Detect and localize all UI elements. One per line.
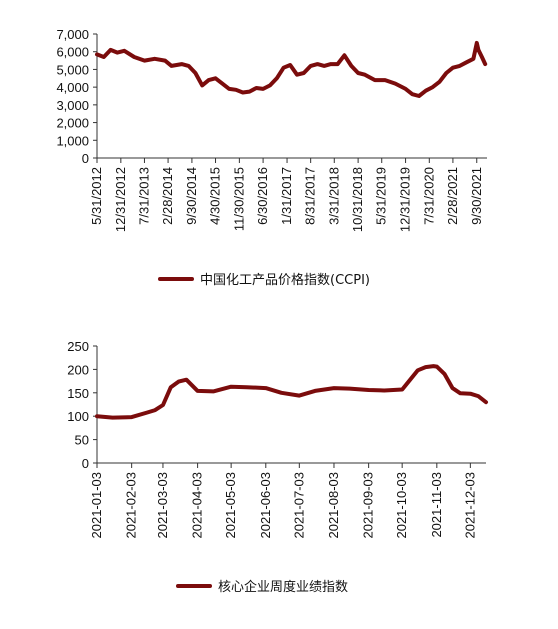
x-tick-label: 2021-11-03 [429, 472, 444, 538]
y-tick-label: 6,000 [56, 45, 89, 60]
y-tick-label: 50 [75, 433, 89, 448]
x-tick-label: 6/30/2016 [255, 167, 270, 225]
x-tick-label: 3/31/2018 [326, 167, 341, 225]
x-tick-label: 2021-05-03 [223, 472, 238, 539]
y-tick-label: 200 [67, 362, 89, 377]
x-tick-label: 7/31/2020 [421, 167, 436, 225]
x-tick-label: 2021-02-03 [124, 472, 139, 539]
y-tick-label: 0 [82, 456, 89, 471]
x-tick-label: 2021-12-03 [462, 472, 477, 539]
y-tick-label: 1,000 [56, 133, 89, 148]
y-tick-label: 100 [67, 409, 89, 424]
x-tick-label: 11/30/2015 [231, 167, 246, 231]
y-tick-label: 4,000 [56, 80, 89, 95]
legend-label: 核心企业周度业绩指数 [218, 579, 348, 595]
x-tick-label: 7/31/2013 [136, 167, 151, 225]
x-tick-label: 4/30/2015 [208, 167, 223, 225]
x-tick-label: 12/31/2012 [113, 167, 128, 232]
y-tick-label: 0 [82, 151, 89, 166]
legend-label: 中国化工产品价格指数(CCPI) [200, 272, 370, 288]
y-tick-label: 2,000 [56, 116, 89, 131]
x-tick-label: 2021-10-03 [394, 472, 409, 539]
x-tick-label: 9/30/2021 [469, 167, 484, 225]
series-line [95, 364, 488, 420]
ccpi-line-chart: 7,0006,0005,0004,0003,0002,0001,00005/31… [56, 27, 488, 288]
x-tick-label: 1/31/2017 [279, 167, 294, 225]
x-tick-label: 2021-09-03 [361, 472, 376, 539]
x-tick-label: 12/31/2019 [398, 167, 413, 232]
y-tick-label: 250 [67, 339, 89, 354]
x-tick-label: 9/30/2014 [184, 167, 199, 225]
weekly-performance-chart-panel: 250 200 150 100 50 0 2021-01-03 2021-02-03 2021-… [0, 320, 558, 629]
y-tick-label: 7,000 [56, 27, 89, 42]
x-tick-label: 2/28/2014 [160, 167, 175, 225]
x-tick-label: 2021-01-03 [89, 472, 104, 539]
x-tick-label: 2021-04-03 [190, 472, 205, 539]
x-tick-label: 8/31/2017 [303, 167, 318, 225]
y-tick-label: 150 [67, 386, 89, 401]
x-tick-label: 2021-07-03 [291, 472, 306, 539]
series-line [95, 40, 488, 98]
x-tick-label: 5/31/2019 [374, 167, 389, 225]
ccpi-chart-panel: 7,000 6,000 5,000 4,000 3,000 2,000 1,000 0 5/31… [0, 0, 558, 310]
x-tick-label: 5/31/2012 [89, 167, 104, 225]
x-tick-label: 2021-03-03 [155, 472, 170, 539]
y-tick-label: 3,000 [56, 98, 89, 113]
x-tick-label: 2021-08-03 [326, 472, 341, 539]
x-tick-label: 10/31/2018 [350, 167, 365, 232]
x-tick-label: 2/28/2021 [445, 167, 460, 225]
x-tick-label: 2021-06-03 [258, 472, 273, 539]
y-tick-label: 5,000 [56, 62, 89, 77]
